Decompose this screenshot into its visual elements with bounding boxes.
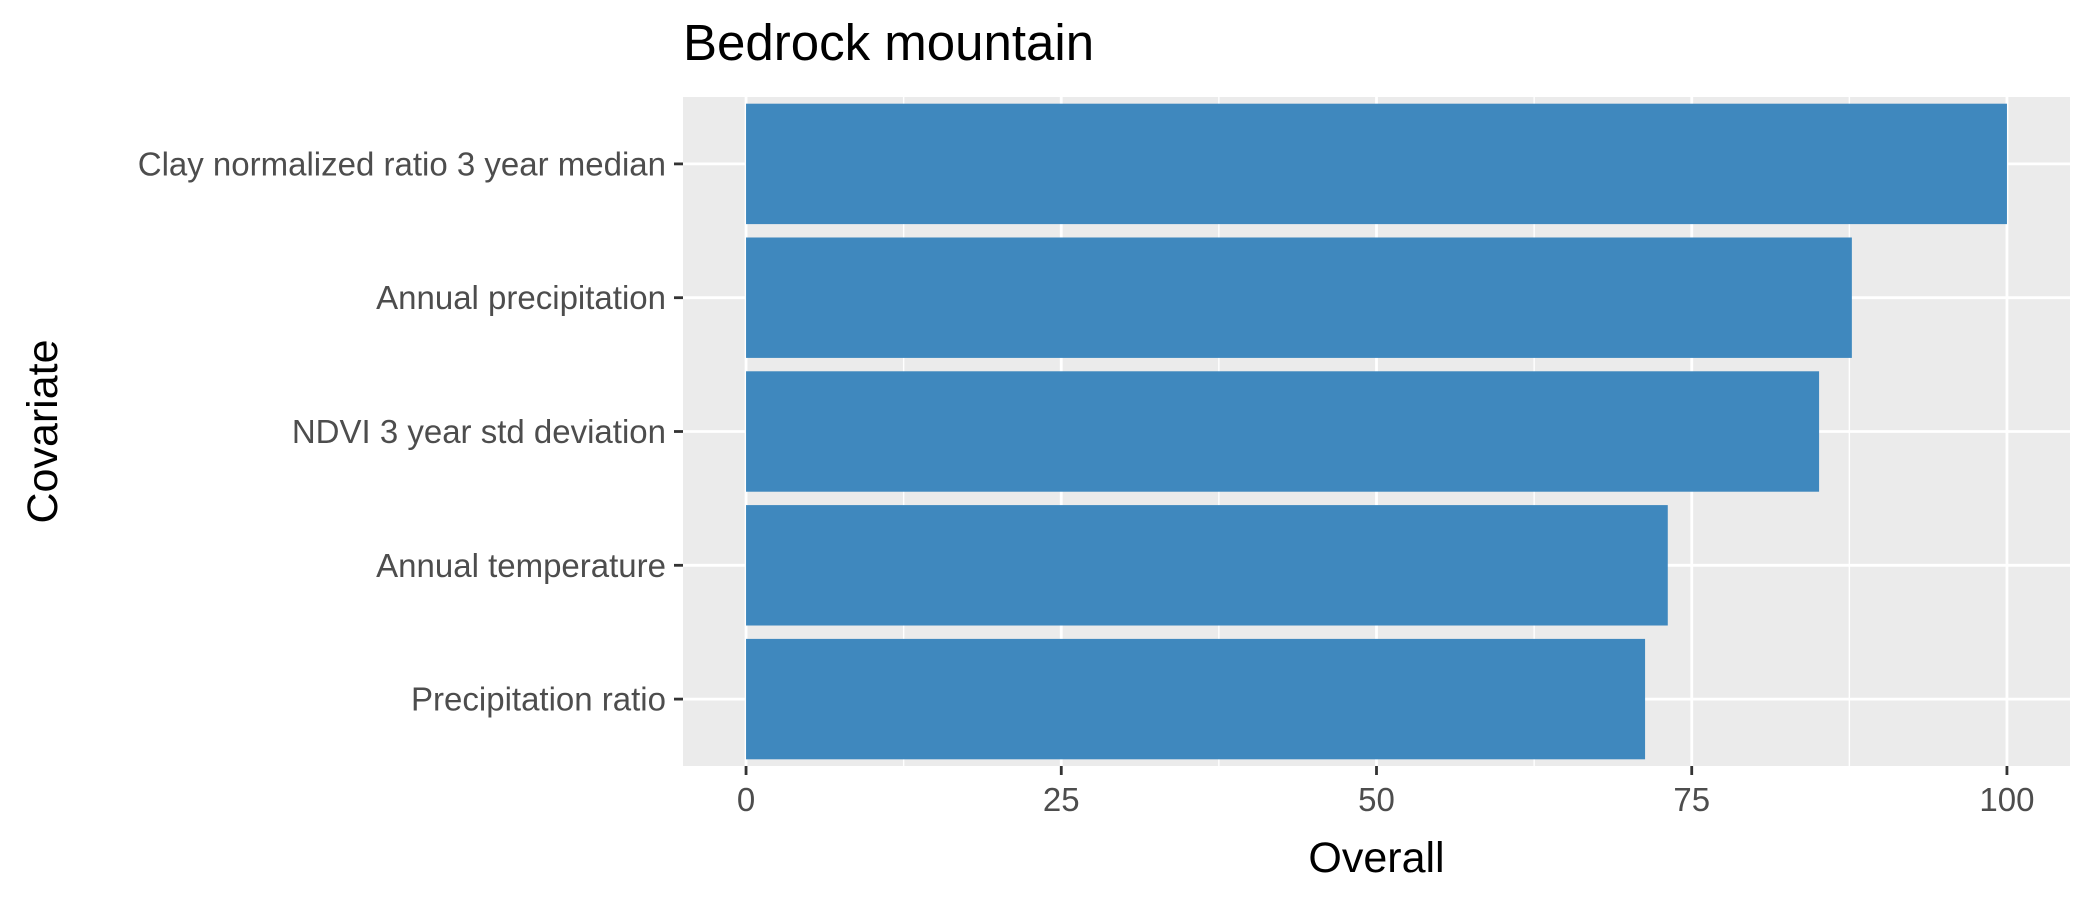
y-tick-label: Annual temperature [376, 547, 666, 584]
x-tick-label: 75 [1673, 781, 1710, 818]
x-tick-label: 25 [1043, 781, 1080, 818]
chart-title: Bedrock mountain [683, 14, 1094, 71]
y-tick-label: Annual precipitation [376, 279, 666, 316]
bars [746, 103, 2007, 760]
y-tick-label: NDVI 3 year std deviation [292, 413, 666, 450]
y-tick-label: Precipitation ratio [411, 681, 666, 718]
y-tick-label: Clay normalized ratio 3 year median [138, 145, 666, 182]
y-axis-title: Covariate [19, 339, 67, 523]
x-tick-label: 50 [1358, 781, 1395, 818]
bar [746, 371, 1820, 492]
x-axis-title: Overall [1308, 834, 1444, 882]
bar [746, 103, 2007, 225]
x-tick-label: 100 [1979, 781, 2034, 818]
y-axis: Clay normalized ratio 3 year median Annua… [138, 145, 683, 718]
bar [746, 505, 1668, 626]
bar [746, 638, 1646, 760]
x-axis: 0 25 50 75 100 [737, 766, 2034, 818]
bar [746, 237, 1852, 358]
x-tick-label: 0 [737, 781, 755, 818]
